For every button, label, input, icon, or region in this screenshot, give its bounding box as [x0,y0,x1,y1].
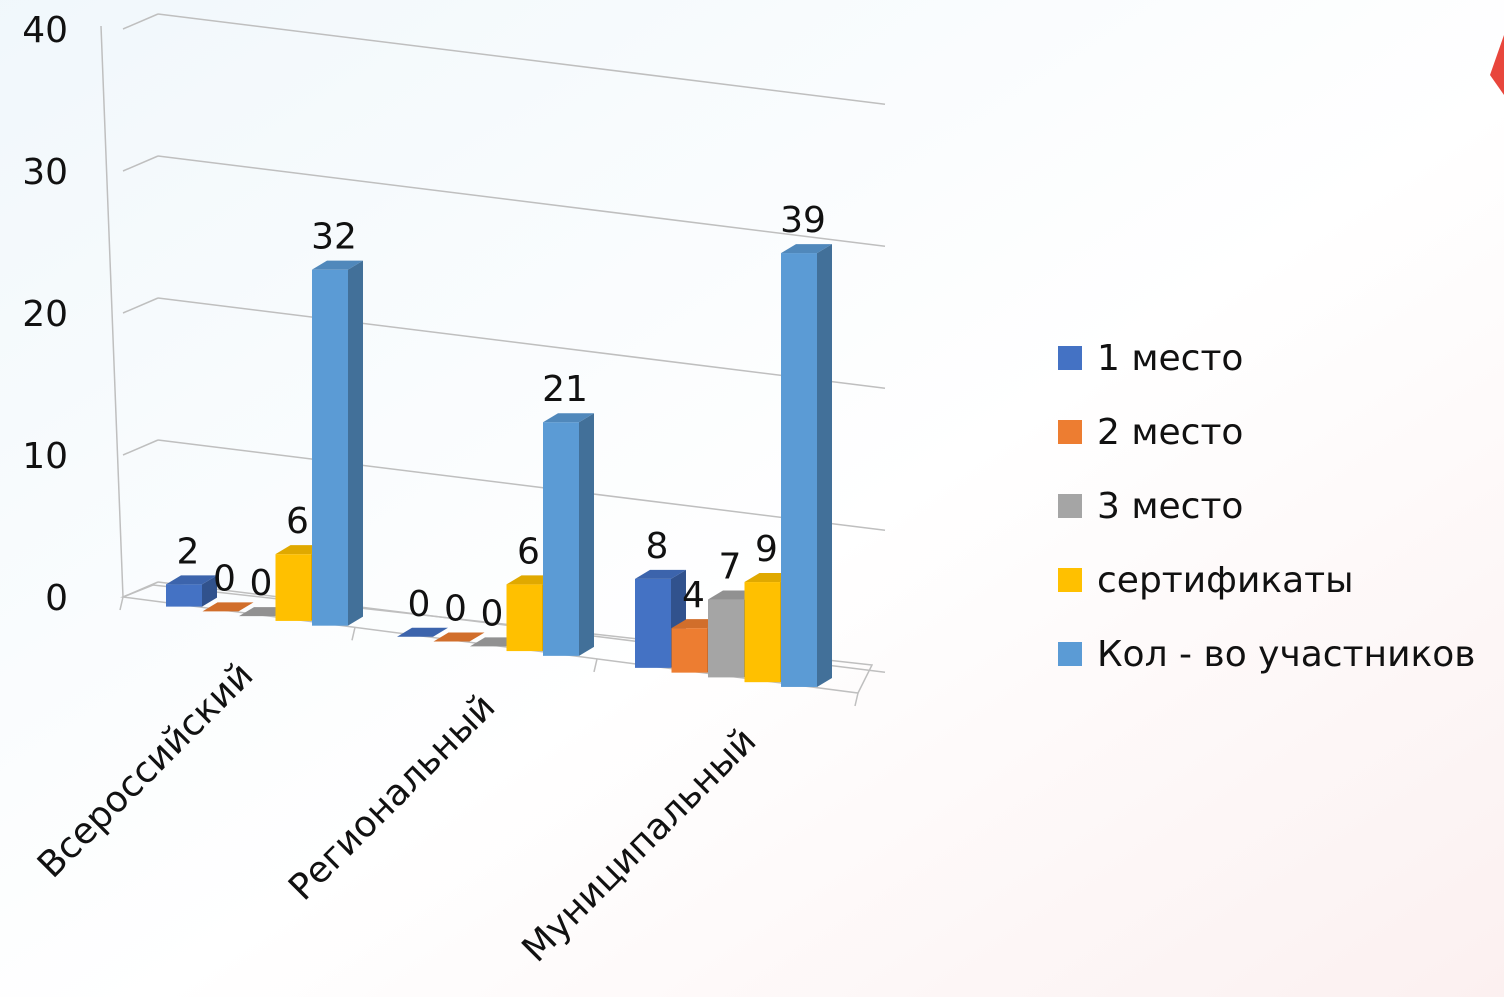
legend-label: сертификаты [1097,560,1354,601]
bar-front [781,253,817,687]
bar-front [543,422,579,656]
data-label: 6 [286,501,309,542]
data-label: 4 [682,575,705,616]
data-label: 8 [646,526,669,567]
legend-label: 2 место [1097,412,1243,453]
bar [312,261,363,626]
data-label: 0 [213,558,236,599]
data-label: 39 [780,200,826,241]
y-tick-label: 30 [22,152,68,193]
legend-swatch [1058,642,1082,666]
bar-front [312,270,348,626]
bar-front [276,554,312,621]
bar-side [348,261,363,626]
legend-swatch [1058,568,1082,592]
data-label: 0 [481,593,504,634]
legend-swatch [1058,494,1082,518]
legend-label: 1 место [1097,338,1243,379]
bar-front [635,579,671,668]
data-label: 2 [177,531,200,572]
data-label: 32 [311,217,357,258]
legend-label: Кол - во участников [1097,634,1475,675]
bar-front [507,584,543,651]
bar-front [708,600,744,678]
y-tick-label: 10 [22,436,68,477]
bar-front [672,628,708,673]
legend-swatch [1058,346,1082,370]
data-label: 0 [444,589,467,630]
legend-label: 3 место [1097,486,1243,527]
data-label: 9 [755,529,778,570]
y-tick-label: 0 [45,578,68,619]
data-label: 7 [719,547,742,588]
y-tick-label: 20 [22,294,68,335]
y-tick-label: 40 [22,10,68,51]
bar-front [745,582,781,682]
bar-front [166,584,202,606]
legend-swatch [1058,420,1082,444]
bar [781,244,832,687]
legend-item: сертификаты [1058,560,1354,601]
bar-side [579,413,594,656]
legend-item: Кол - во участников [1058,634,1475,675]
bar-side [817,244,832,687]
data-label: 6 [517,531,540,572]
data-label: 0 [408,584,431,625]
bar [166,575,217,606]
data-label: 0 [250,563,273,604]
bar [543,413,594,656]
data-label: 21 [542,369,588,410]
